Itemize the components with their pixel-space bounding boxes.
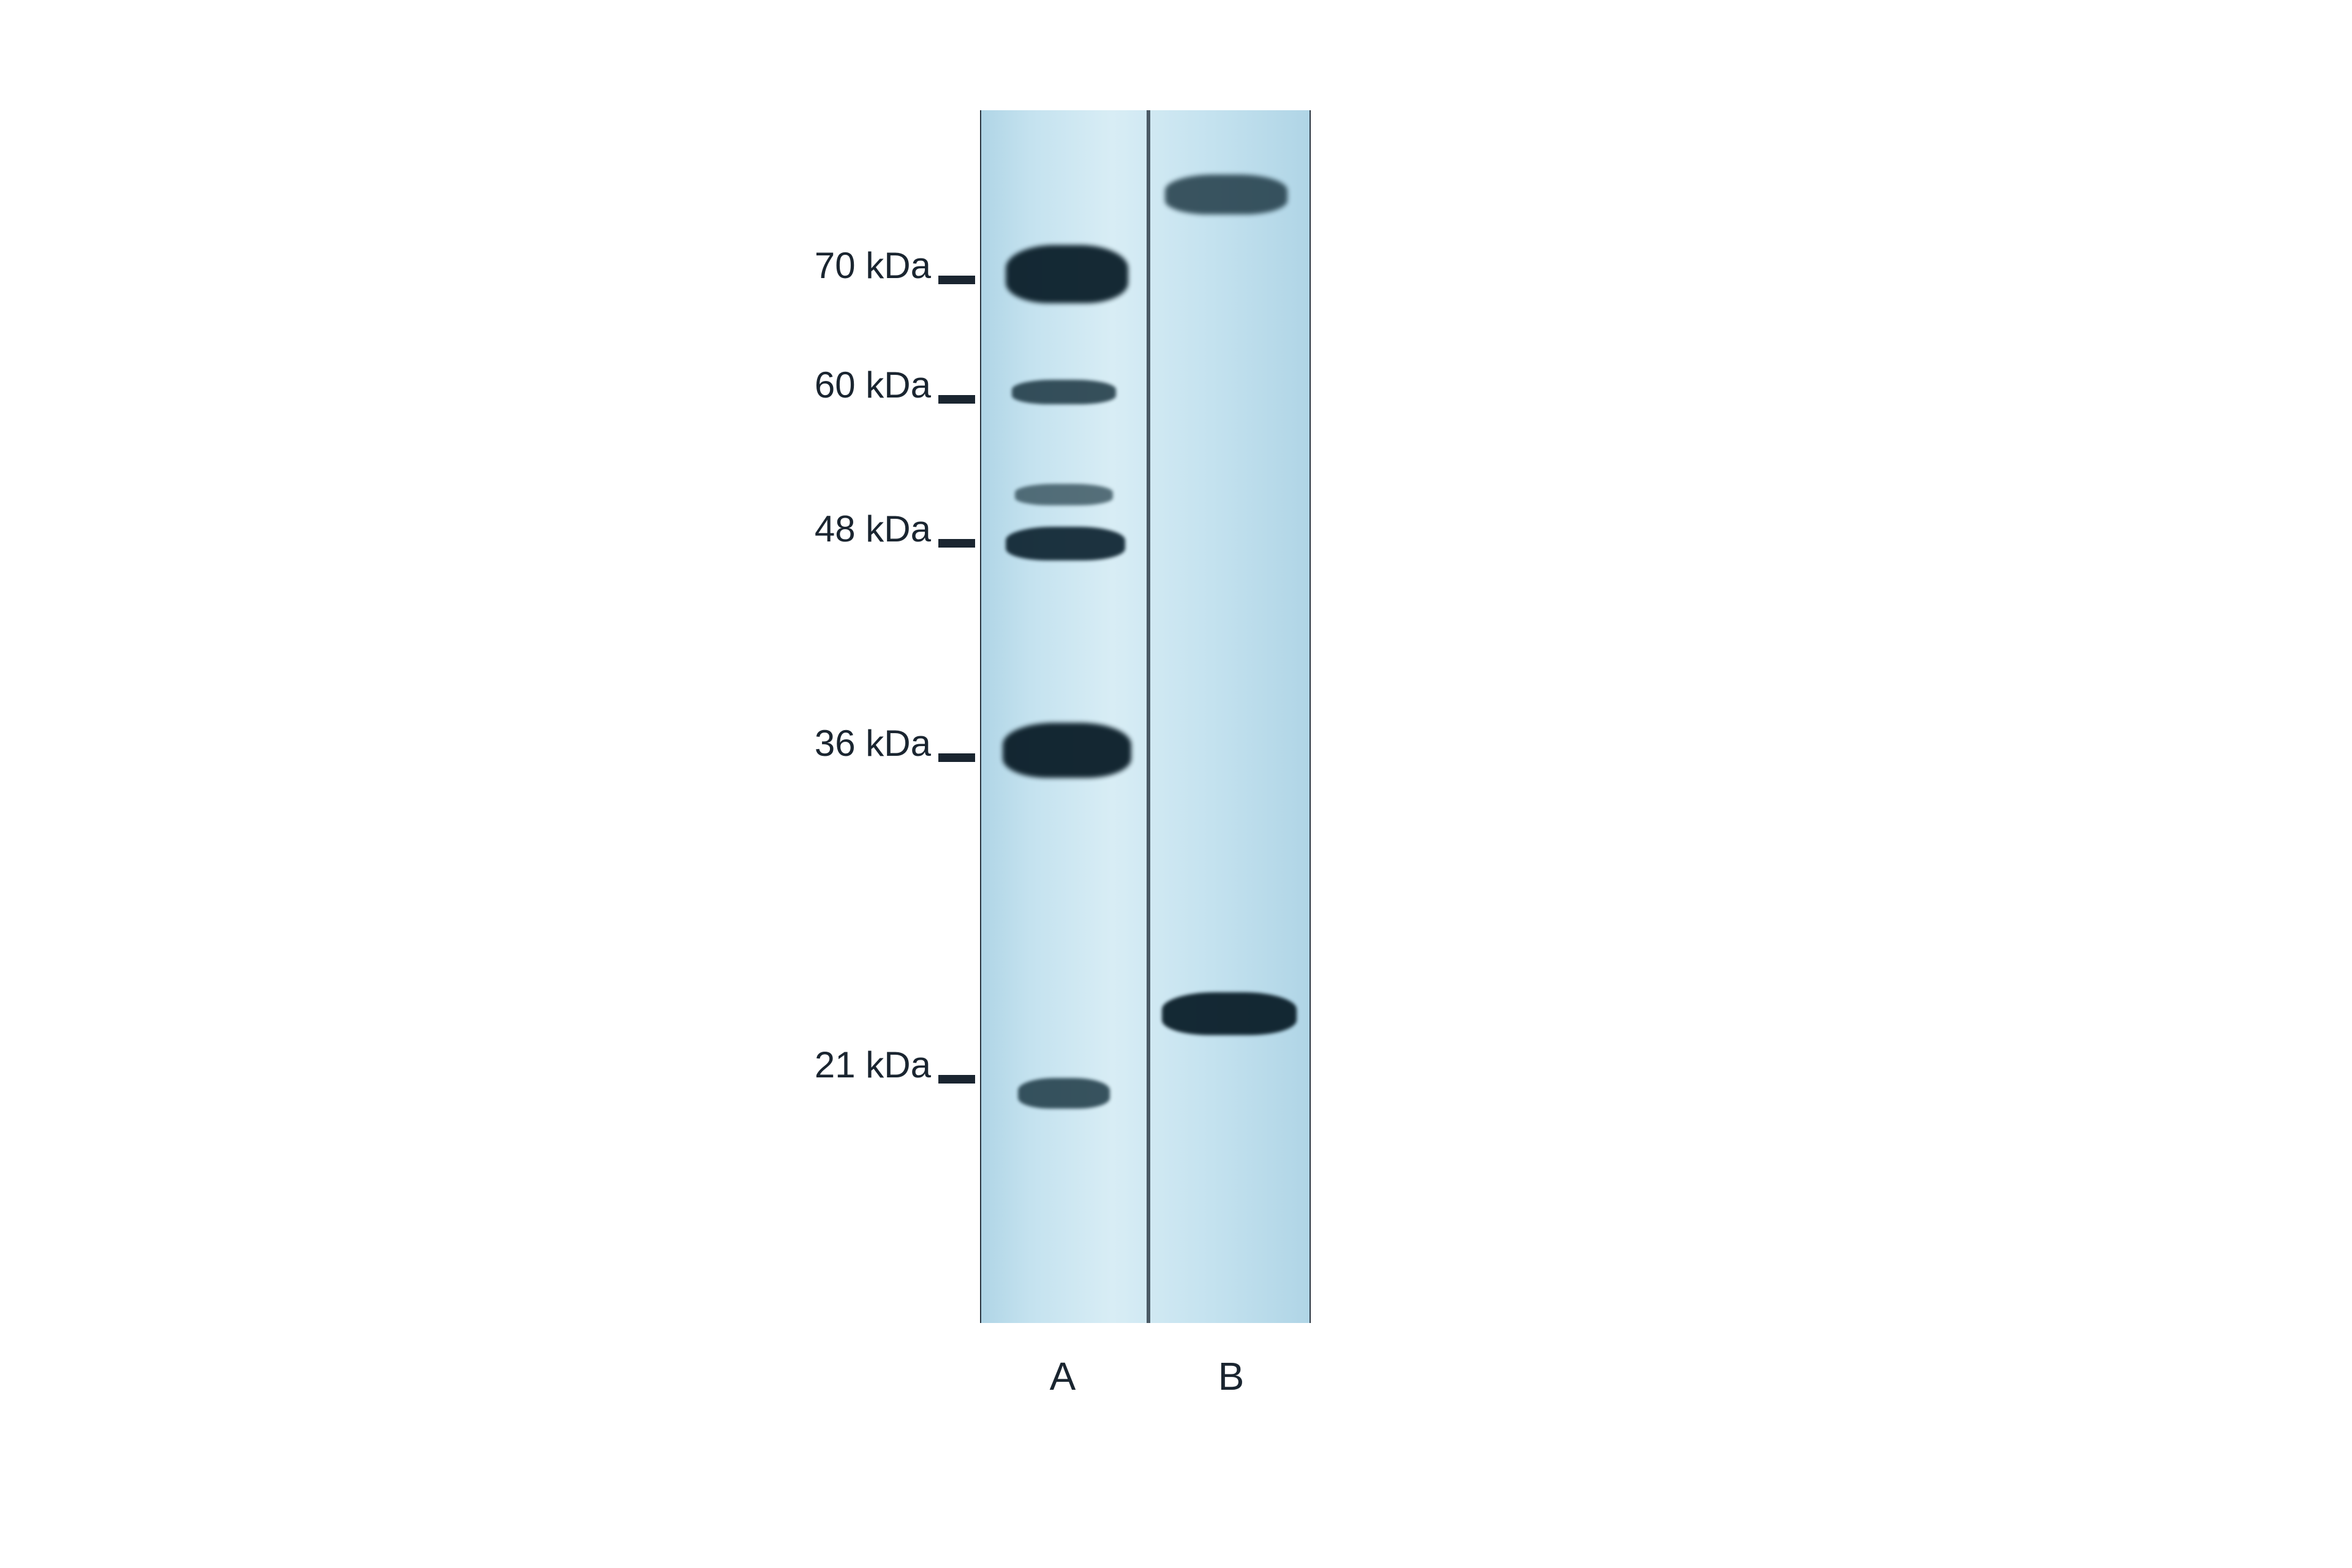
band-lane-A [1006,245,1128,303]
band-lane-A [1006,527,1125,560]
marker-label: 21 kDa [772,1044,931,1086]
marker-tick [938,753,975,762]
band-lane-B [1162,992,1297,1035]
band-lane-B [1165,175,1287,214]
lane-label-B: B [1152,1354,1311,1399]
marker-tick [938,395,975,404]
blot-membrane [980,110,1311,1323]
band-lane-A [1018,1078,1110,1109]
marker-label: 70 kDa [772,244,931,287]
marker-tick [938,276,975,284]
marker-tick [938,1075,975,1084]
western-blot-figure: 70 kDa60 kDa48 kDa36 kDa21 kDa AB [980,110,1311,1323]
marker-label: 60 kDa [772,364,931,406]
band-lane-A [1015,484,1113,505]
marker-label: 48 kDa [772,508,931,550]
band-lane-A [1012,380,1116,404]
marker-tick [938,539,975,548]
marker-label: 36 kDa [772,722,931,764]
lane-label-A: A [980,1354,1145,1399]
lane-divider [1147,110,1150,1323]
band-lane-A [1003,723,1131,778]
